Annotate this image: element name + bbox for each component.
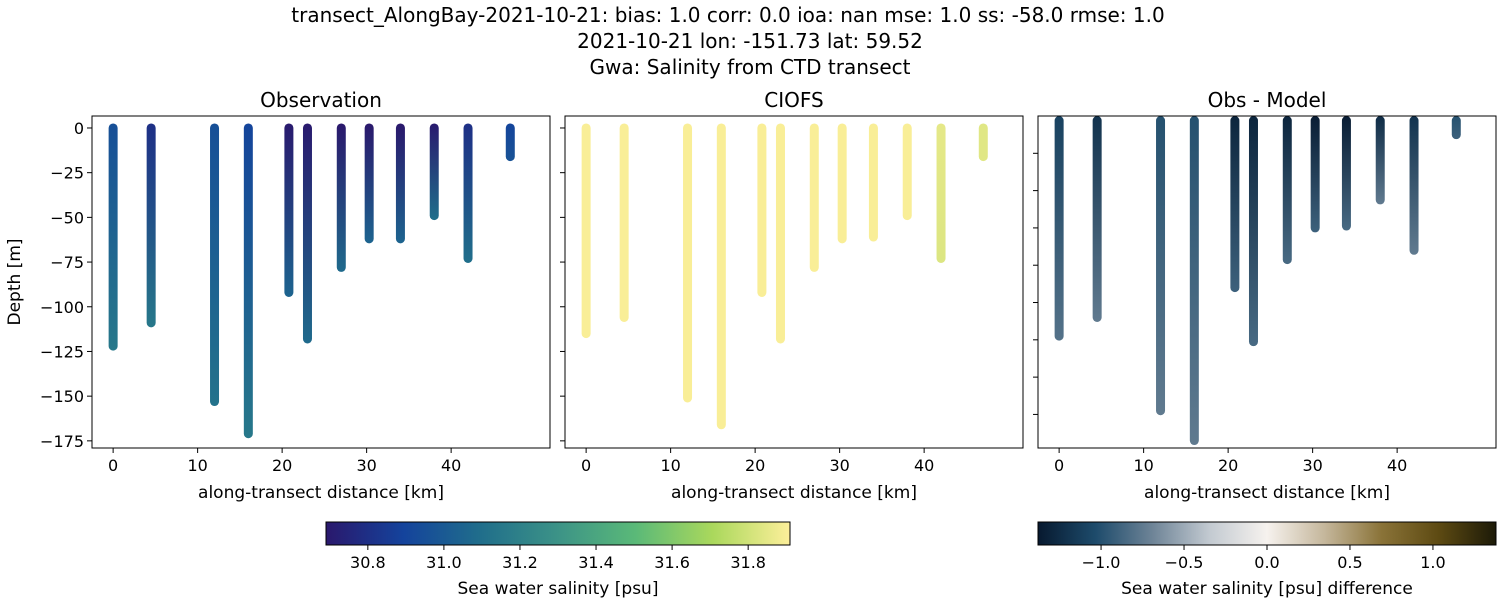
station-profile [243, 123, 253, 439]
panel-obs-model: Obs - Model 0 10 20 30 40 along-transect dista… [1033, 88, 1497, 503]
station-profile [1375, 116, 1385, 205]
y-tick-label: 0 [74, 119, 84, 138]
x-tick-label: 30 [1302, 456, 1322, 475]
station-profile [902, 123, 912, 221]
station-profile [302, 123, 312, 344]
figure-title-line-3: Gwa: Salinity from CTD transect [590, 55, 911, 79]
x-tick-label: 0 [108, 456, 118, 475]
x-tick-label: 30 [829, 456, 849, 475]
axes-frame [1037, 115, 1497, 449]
station-profile [1341, 116, 1351, 231]
x-axis-label: along-transect distance [km] [198, 483, 444, 503]
figure-title-line-2: 2021-10-21 lon: -151.73 lat: 59.52 [577, 29, 923, 53]
x-tick-label: 10 [1133, 456, 1153, 475]
station-profile [336, 123, 346, 272]
colorbar-tick-label: −1.0 [1082, 553, 1121, 572]
x-tick-label: 10 [187, 456, 207, 475]
axes-frame [91, 115, 551, 449]
station-profile [429, 123, 439, 221]
panel-observation: Observation 0 10 20 30 40 0 −25 −50 −75 −100 −125 −1… [5, 88, 551, 503]
colorbar-tick-label: 31.4 [578, 553, 614, 572]
colorbar-haline: 30.8 31.0 31.2 31.4 31.6 31.8 Sea water salini… [325, 521, 791, 599]
station-profile [146, 123, 156, 328]
colorbar-tick-label: 31.0 [426, 553, 462, 572]
station-profile [809, 123, 819, 272]
colorbar-label: Sea water salinity [psu] [458, 579, 659, 599]
y-tick-label: −25 [50, 164, 84, 183]
colorbar-bar [325, 521, 791, 546]
axes-frame [564, 115, 1024, 449]
y-axis-label: Depth [m] [5, 238, 25, 325]
station-profile [837, 123, 847, 244]
y-tick-label: −50 [50, 208, 84, 227]
panel-ciofs: CIOFS 0 10 20 30 40 along-transect distance [k… [560, 88, 1024, 503]
x-tick-label: 40 [441, 456, 461, 475]
station-profile [1054, 116, 1064, 341]
y-tick-label: −175 [40, 432, 84, 451]
station-profile [978, 123, 988, 162]
x-tick-label: 20 [745, 456, 765, 475]
x-tick-label: 0 [1054, 456, 1064, 475]
figure-title-line-1: transect_AlongBay-2021-10-21: bias: 1.0 … [291, 3, 1164, 27]
station-profile [775, 123, 785, 344]
station-profile [1230, 116, 1240, 293]
colorbar-label: Sea water salinity [psu] difference [1121, 579, 1413, 599]
station-profile [505, 123, 515, 162]
x-tick-label: 40 [914, 456, 934, 475]
panel-title: CIOFS [764, 88, 823, 112]
x-tick-label: 10 [660, 456, 680, 475]
colorbar-tick-label: 31.2 [502, 553, 538, 572]
station-profile [210, 123, 220, 407]
station-profile [1248, 116, 1258, 347]
station-profile [1092, 116, 1102, 322]
station-profile [364, 123, 374, 244]
y-tick-label: −75 [50, 253, 84, 272]
station-profile [757, 123, 767, 297]
colorbar-tick-label: 1.0 [1420, 553, 1445, 572]
station-profile [1189, 116, 1199, 446]
x-tick-label: 30 [356, 456, 376, 475]
station-profile [1156, 116, 1166, 416]
station-profile [284, 123, 294, 297]
colorbar-tick-label: 31.6 [654, 553, 690, 572]
station-profile [1451, 116, 1461, 140]
colorbar-tick-label: 0.5 [1337, 553, 1362, 572]
panel-title: Obs - Model [1208, 88, 1327, 112]
station-profile [1282, 116, 1292, 265]
station-profile [108, 123, 118, 351]
colorbar-tick-label: −0.5 [1165, 553, 1204, 572]
station-profile [1409, 116, 1419, 255]
station-profile [619, 123, 629, 322]
x-tick-label: 40 [1387, 456, 1407, 475]
y-tick-label: −150 [40, 387, 84, 406]
station-profile [683, 123, 693, 403]
x-axis-label: along-transect distance [km] [671, 483, 917, 503]
station-profile [463, 123, 473, 263]
station-profile [868, 123, 878, 242]
station-profile [1310, 116, 1320, 233]
station-profile [581, 123, 591, 339]
y-tick-label: −125 [40, 342, 84, 361]
y-tick-label: −100 [40, 298, 84, 317]
station-profile [395, 123, 405, 244]
colorbar-diff: −1.0 −0.5 0.0 0.5 1.0 Sea water salinity [psu… [1037, 521, 1497, 599]
x-tick-label: 20 [272, 456, 292, 475]
colorbar-tick-label: 31.8 [730, 553, 766, 572]
x-axis-label: along-transect distance [km] [1144, 483, 1390, 503]
colorbar-tick-label: 30.8 [350, 553, 386, 572]
station-profile [716, 123, 726, 430]
station-profile [936, 123, 946, 263]
colorbar-tick-label: 0.0 [1254, 553, 1279, 572]
panel-title: Observation [260, 88, 382, 112]
x-tick-label: 20 [1218, 456, 1238, 475]
colorbar-bar [1037, 521, 1497, 546]
x-tick-label: 0 [581, 456, 591, 475]
